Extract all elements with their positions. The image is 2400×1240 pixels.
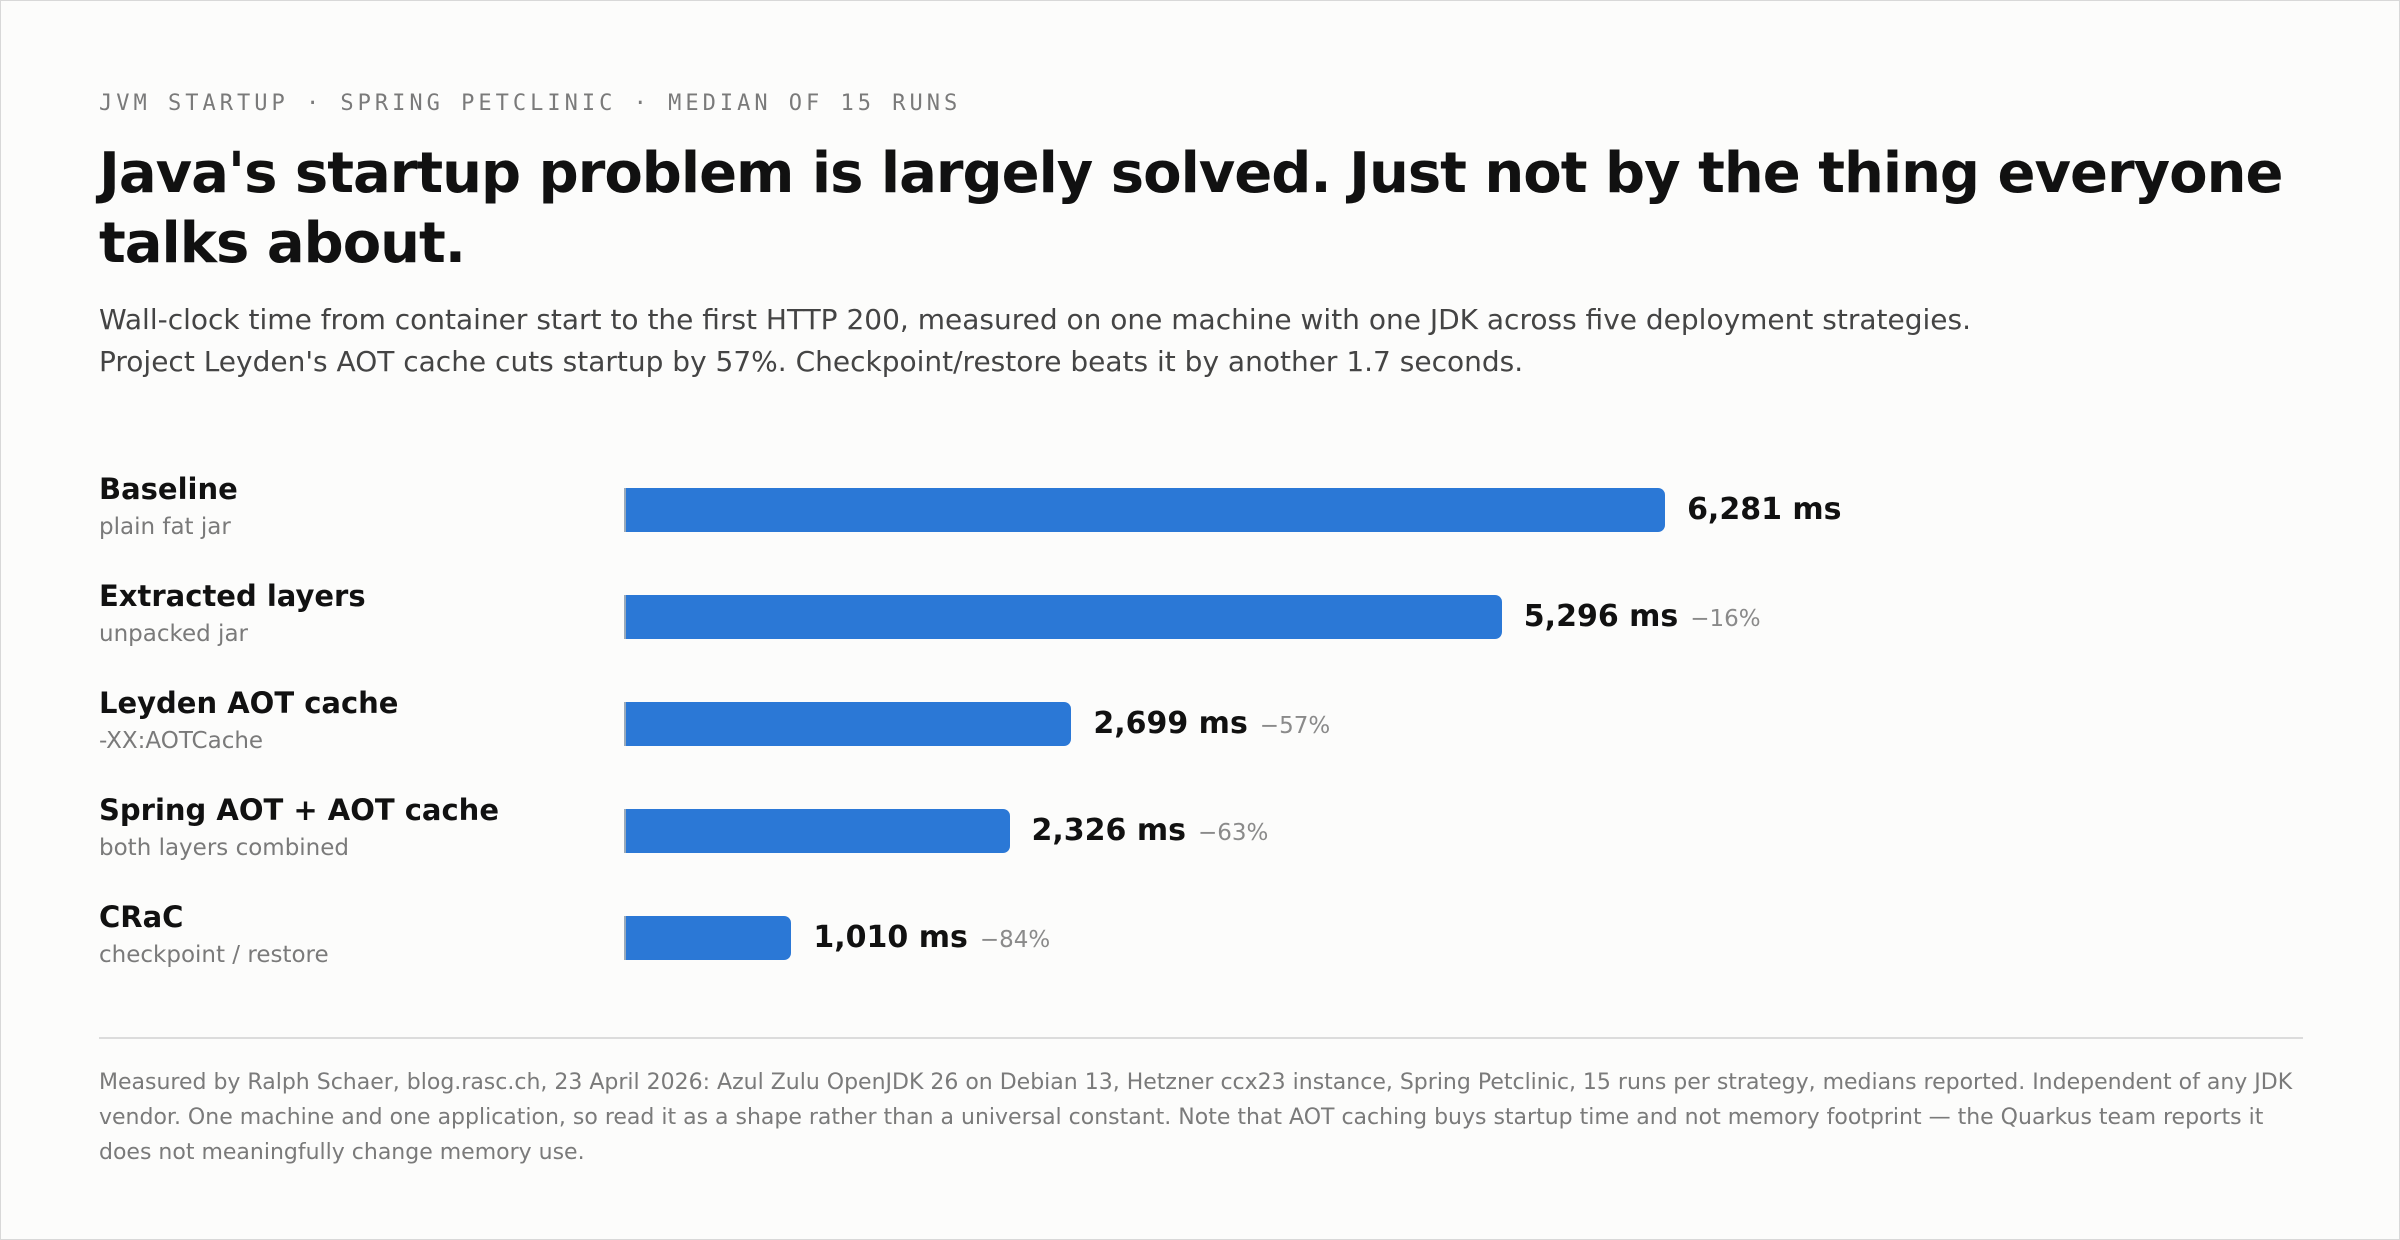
bar: [624, 488, 1666, 532]
value-label-group: 2,326 ms −63%: [1032, 809, 1269, 853]
value-label-group: 2,699 ms −57%: [1093, 702, 1330, 746]
value-label: 1,010 ms: [813, 920, 968, 955]
category-sublabel: plain fat jar: [99, 514, 231, 540]
category-label: CRaC: [99, 900, 184, 934]
value-label-group: 6,281 ms: [1687, 488, 1841, 532]
category-sublabel: checkpoint / restore: [99, 942, 329, 968]
change-label: −16%: [1690, 606, 1761, 632]
category-sublabel: -XX:AOTCache: [99, 728, 264, 754]
value-label: 2,326 ms: [1031, 813, 1186, 848]
change-label: −84%: [979, 927, 1051, 953]
value-label: 6,281 ms: [1687, 492, 1842, 527]
bar: [624, 916, 792, 960]
bar: [624, 809, 1010, 853]
category-sublabel: both layers combined: [99, 835, 350, 861]
category-label: Baseline: [99, 472, 238, 506]
value-label: 5,296 ms: [1523, 599, 1679, 634]
footnote: Measured by Ralph Schaer, blog.rasc.ch, …: [99, 1070, 2293, 1165]
subtitle: Wall-clock time from container start to …: [99, 303, 1971, 336]
bar: [624, 702, 1072, 746]
category-label: Leyden AOT cache: [99, 686, 399, 720]
divider: [99, 1037, 2303, 1039]
eyebrow: JVM STARTUP · SPRING PETCLINIC · MEDIAN …: [99, 91, 962, 116]
bar: [624, 595, 1502, 639]
category-sublabel: unpacked jar: [99, 621, 248, 647]
change-label: −57%: [1259, 713, 1331, 739]
subtitle: Project Leyden's AOT cache cuts startup …: [99, 345, 1524, 378]
value-label-group: 5,296 ms −16%: [1524, 595, 1761, 639]
category-label: Spring AOT + AOT cache: [99, 793, 499, 827]
plot: Baseline plain fat jar 6,281 ms Extracted l…: [1, 1, 2399, 1001]
value-label-group: 1,010 ms −84%: [813, 916, 1050, 960]
category-label: Extracted layers: [99, 579, 366, 613]
change-label: −63%: [1197, 820, 1269, 846]
value-label: 2,699 ms: [1093, 706, 1248, 741]
chart-title: Java's startup problem is largely solved…: [99, 141, 2283, 276]
